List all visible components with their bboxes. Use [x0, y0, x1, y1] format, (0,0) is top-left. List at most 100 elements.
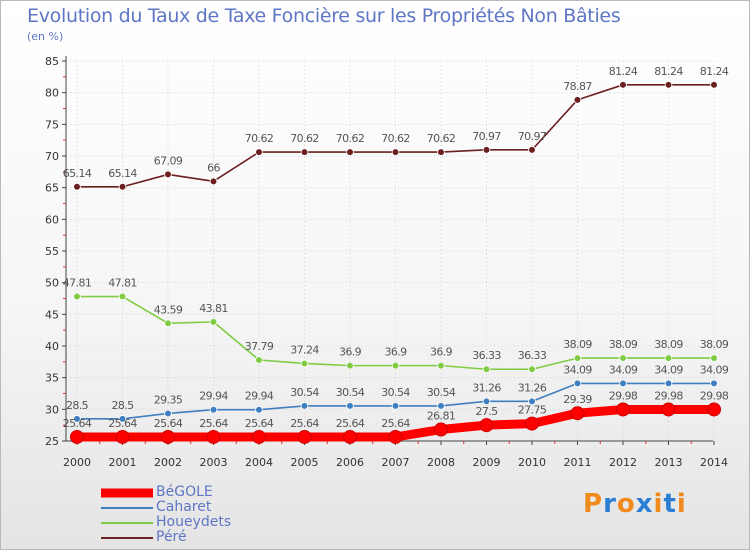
data-point-p-r--2009: [482, 146, 491, 154]
legend-label-b-gole: BéGOLE: [156, 484, 213, 500]
data-point-houeydets-2004: [255, 356, 263, 364]
data-label-houeydets-2005: 37.24: [290, 343, 319, 356]
x-tick-label-2010: 2010: [518, 456, 546, 469]
x-tick-label-2004: 2004: [245, 456, 273, 469]
logo-letter: x: [635, 489, 654, 519]
data-point-p-r--2008: [437, 148, 445, 156]
data-label-p-r--2006: 70.62: [336, 132, 365, 145]
data-label-houeydets-2013: 38.09: [654, 338, 683, 351]
data-label-b-gole-2007: 25.64: [381, 417, 410, 430]
data-point-b-gole-2007: [388, 429, 403, 444]
data-point-p-r--2010: [528, 146, 536, 154]
y-tick-label-70: 70: [45, 150, 59, 163]
data-label-houeydets-2002: 43.59: [154, 303, 183, 316]
data-point-caharet-2006: [346, 402, 354, 410]
x-tick-label-2006: 2006: [336, 456, 364, 469]
chart-ticks: 25 30 35 40 45 50 55 60 65 70 75 80 85 2000 2001 2002 20…: [45, 55, 728, 469]
data-label-b-gole-2010: 27.75: [518, 404, 547, 417]
data-label-b-gole-2001: 25.64: [108, 417, 137, 430]
data-label-b-gole-2005: 25.64: [290, 417, 319, 430]
data-label-caharet-2012: 34.09: [609, 363, 638, 376]
data-label-b-gole-2011: 29.39: [563, 393, 592, 406]
data-point-p-r--2002: [164, 170, 172, 179]
data-point-caharet-2001: [118, 415, 127, 423]
y-tick-label-25: 25: [45, 435, 59, 448]
data-label-b-gole-2008: 26.81: [427, 410, 456, 423]
data-point-houeydets-2008: [437, 361, 445, 370]
x-tick-label-2011: 2011: [564, 456, 592, 469]
data-label-b-gole-2004: 25.64: [245, 417, 274, 430]
data-point-b-gole-2011: [570, 406, 585, 421]
data-point-caharet-2004: [255, 405, 263, 414]
data-label-b-gole-2006: 25.64: [336, 417, 365, 430]
data-point-b-gole-2000: [70, 429, 84, 444]
data-label-caharet-2009: 31.26: [472, 381, 501, 394]
legend-label-houeydets: Houeydets: [156, 514, 232, 530]
data-label-p-r--2012: 81.24: [609, 65, 638, 78]
data-point-caharet-2007: [391, 402, 400, 410]
data-label-caharet-2014: 34.09: [700, 363, 729, 376]
data-label-houeydets-2011: 38.09: [563, 338, 592, 351]
data-label-caharet-2007: 30.54: [381, 386, 410, 399]
data-point-houeydets-2006: [346, 361, 354, 370]
y-tick-label-65: 65: [45, 182, 59, 195]
logo-letter: r: [603, 489, 617, 519]
y-axis-unit-label: (en %): [27, 30, 64, 43]
legend-swatch-b-gole: [101, 488, 153, 497]
data-point-houeydets-2005: [300, 359, 309, 368]
y-tick-label-60: 60: [45, 213, 59, 226]
data-point-p-r--2007: [391, 148, 400, 156]
y-tick-label-45: 45: [45, 308, 59, 321]
data-label-p-r--2008: 70.62: [427, 132, 456, 145]
data-label-b-gole-2002: 25.64: [154, 417, 183, 430]
data-label-p-r--2004: 70.62: [245, 132, 274, 145]
data-label-p-r--2014: 81.24: [700, 65, 729, 78]
data-point-houeydets-2003: [209, 318, 218, 326]
data-label-p-r--2010: 70.97: [518, 130, 547, 143]
data-point-houeydets-2002: [164, 319, 172, 328]
y-tick-label-30: 30: [45, 403, 59, 416]
chart-data-labels: 65.14 65.14 67.09 66 70.62 70.62 70.62 70.62 70.…: [63, 65, 730, 430]
data-point-houeydets-2013: [664, 354, 673, 362]
data-point-caharet-2008: [437, 402, 445, 410]
data-point-houeydets-2012: [619, 354, 627, 362]
data-label-caharet-2005: 30.54: [290, 386, 319, 399]
data-point-caharet-2002: [164, 409, 172, 418]
data-point-caharet-2011: [573, 379, 582, 388]
data-point-caharet-2009: [482, 397, 491, 406]
data-point-p-r--2012: [619, 81, 627, 89]
x-tick-label-2008: 2008: [427, 456, 455, 469]
data-label-caharet-2008: 30.54: [427, 386, 456, 399]
chart-series: [70, 81, 721, 444]
data-point-b-gole-2009: [479, 418, 494, 433]
data-point-p-r--2005: [300, 148, 309, 156]
data-label-b-gole-2003: 25.64: [199, 417, 228, 430]
data-point-b-gole-2014: [707, 402, 721, 417]
data-label-houeydets-2004: 37.79: [245, 340, 274, 353]
data-point-p-r--2003: [209, 177, 218, 186]
data-label-b-gole-2012: 29.98: [609, 389, 638, 402]
logo-letter: o: [616, 489, 636, 519]
data-label-houeydets-2006: 36.9: [339, 346, 362, 359]
data-label-caharet-2011: 34.09: [563, 363, 592, 376]
data-label-houeydets-2009: 36.33: [472, 349, 501, 362]
x-tick-label-2001: 2001: [109, 456, 137, 469]
data-point-p-r--2014: [710, 81, 718, 89]
data-label-caharet-2013: 34.09: [654, 363, 683, 376]
data-point-p-r--2001: [118, 182, 127, 191]
data-point-houeydets-2007: [391, 361, 400, 370]
data-label-p-r--2009: 70.97: [472, 130, 501, 143]
data-point-houeydets-2010: [528, 365, 536, 374]
data-point-b-gole-2001: [115, 429, 130, 444]
data-point-houeydets-2000: [73, 292, 81, 301]
data-point-b-gole-2006: [343, 429, 357, 444]
data-point-houeydets-2009: [482, 365, 491, 374]
data-point-b-gole-2008: [434, 422, 448, 437]
data-point-p-r--2000: [73, 182, 81, 191]
data-point-caharet-2003: [209, 405, 218, 414]
data-label-p-r--2007: 70.62: [381, 132, 410, 145]
data-point-caharet-2010: [528, 397, 536, 406]
data-label-p-r--2000: 65.14: [63, 167, 92, 180]
data-label-caharet-2004: 29.94: [245, 390, 274, 403]
